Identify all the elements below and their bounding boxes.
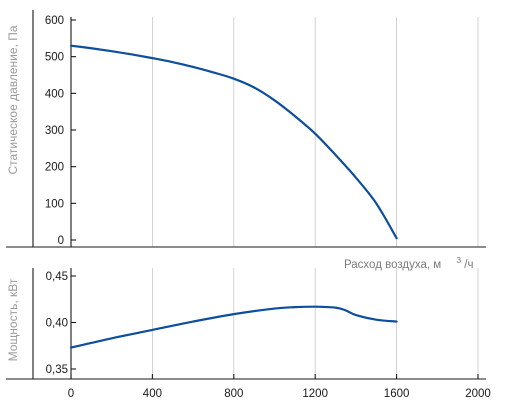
pressure-grid [151, 17, 479, 247]
power-grid [151, 268, 479, 379]
power-curve [69, 305, 398, 349]
airflow-tick-label-800: 800 [224, 388, 243, 400]
pressure-tick-label-200: 200 [45, 162, 64, 174]
power-tick-label-0,35: 0,35 [46, 364, 68, 376]
power-y-axis-label: Мощность, кВт [6, 278, 20, 361]
pressure-y-axis-label: Статическое давление, Па [6, 25, 20, 174]
pressure-series [69, 44, 398, 240]
airflow-tick-label-2000: 2000 [465, 388, 491, 400]
airflow-x-axis-label-sup: 3 [456, 255, 461, 265]
airflow-tick-label-0: 0 [68, 388, 74, 400]
power-series [69, 305, 398, 349]
pressure-tick-label-600: 600 [45, 15, 64, 27]
power-y-ticks: 0,45 0,40 0,35 [46, 271, 76, 376]
airflow-x-axis-label: Расход воздуха, м 3 /ч [344, 254, 473, 271]
airflow-x-axis-label-suffix: /ч [464, 259, 473, 271]
pressure-tick-label-400: 400 [45, 88, 64, 100]
airflow-tick-label-1600: 1600 [384, 388, 410, 400]
power-tick-label-0,40: 0,40 [46, 318, 68, 330]
pressure-tick-label-100: 100 [45, 198, 64, 210]
pressure-tick-label-0: 0 [58, 235, 64, 247]
airflow-x-axis-label-text: Расход воздуха, м [344, 259, 441, 271]
airflow-tick-label-1200: 1200 [302, 388, 328, 400]
power-tick-label-0,45: 0,45 [46, 271, 68, 283]
pressure-curve [69, 44, 398, 240]
pressure-tick-label-300: 300 [45, 125, 64, 137]
pressure-tick-label-500: 500 [45, 52, 64, 64]
pressure-y-ticks: 600 500 400 300 200 100 0 [45, 15, 76, 247]
airflow-x-ticks: 0 400 800 1200 1600 2000 [68, 374, 491, 400]
airflow-tick-label-400: 400 [143, 388, 162, 400]
